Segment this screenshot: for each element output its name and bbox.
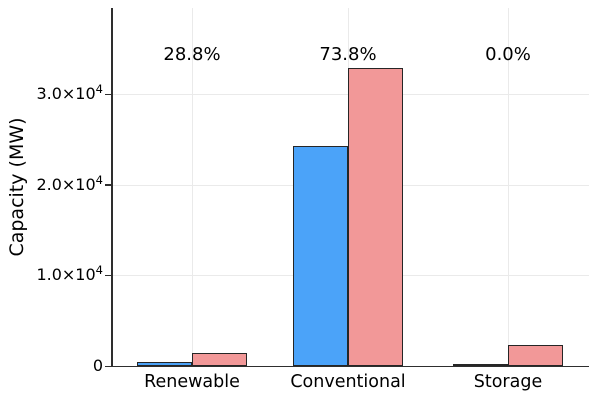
y-tick-label: 1.0×104 (36, 263, 103, 285)
blue-series-bar (453, 364, 508, 366)
x-category-label: Conventional (290, 372, 406, 392)
y-tick-exponent: 4 (95, 82, 103, 97)
y-tick-exponent: 4 (95, 263, 103, 278)
y-tick-mark (105, 93, 111, 96)
v-gridline (192, 8, 193, 366)
x-category-label: Renewable (144, 372, 240, 392)
y-axis-line (111, 8, 113, 366)
pink-series-bar (348, 68, 403, 366)
y-tick-exponent: 4 (95, 172, 103, 187)
blue-series-bar (293, 146, 348, 366)
y-tick-label: 0 (92, 356, 103, 375)
percent-annotation: 73.8% (319, 44, 377, 65)
v-gridline (508, 8, 509, 366)
y-tick-label: 2.0×104 (36, 172, 103, 194)
y-tick-mark (105, 365, 111, 367)
percent-annotation: 28.8% (163, 44, 221, 65)
y-axis-title: Capacity (MW) (6, 117, 28, 257)
plot-area: 28.8% 73.8% 0.0% (111, 8, 589, 367)
y-tick-mark (105, 184, 111, 186)
x-category-label: Storage (473, 372, 543, 392)
y-tick-label: 3.0×104 (36, 82, 103, 104)
x-axis-line (111, 365, 589, 367)
pink-series-bar (192, 353, 247, 366)
y-tick-mark (105, 274, 111, 277)
percent-annotation: 0.0% (485, 44, 531, 65)
pink-series-bar (508, 345, 563, 366)
